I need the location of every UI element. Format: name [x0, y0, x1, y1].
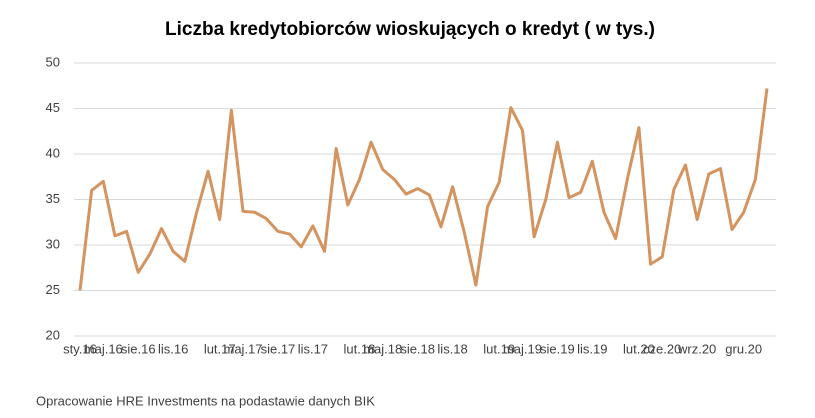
x-tick-label: lis.17: [298, 341, 328, 356]
x-tick-label: maj.19: [503, 341, 542, 356]
x-tick-label: lut.18: [344, 341, 376, 356]
x-tick-label: lis.18: [437, 341, 467, 356]
x-tick-label: lut.19: [483, 341, 515, 356]
source-note: Opracowanie HRE Investments na podastawi…: [36, 393, 375, 408]
chart-title: Liczba kredytobiorców wioskujących o kre…: [165, 19, 655, 40]
x-tick-label: maj.17: [224, 341, 263, 356]
y-tick-label: 30: [46, 236, 60, 251]
line-series: [78, 88, 769, 291]
x-tick-label: wrz.20: [677, 341, 716, 356]
x-tick-label: maj.16: [84, 341, 123, 356]
x-tick-label: cze.20: [643, 341, 681, 356]
y-tick-label: 20: [46, 327, 60, 342]
x-tick-label: sie.16: [121, 341, 156, 356]
x-tick-label: lis.16: [158, 341, 188, 356]
x-tick-label: lut.20: [623, 341, 655, 356]
y-tick-label: 45: [46, 100, 60, 115]
y-tick-label: 50: [46, 54, 60, 69]
x-tick-label: sie.17: [261, 341, 296, 356]
x-tick-label: sie.19: [540, 341, 575, 356]
y-tick-label: 40: [46, 145, 60, 160]
x-tick-label: gru.20: [725, 341, 762, 356]
x-tick-label: sty.16: [63, 341, 97, 356]
x-tick-label: sie.18: [400, 341, 435, 356]
x-tick-label: lis.19: [577, 341, 607, 356]
y-tick-label: 35: [46, 191, 60, 206]
x-tick-label: maj.18: [363, 341, 402, 356]
y-tick-label: 25: [46, 282, 60, 297]
x-tick-label: lut.17: [204, 341, 236, 356]
